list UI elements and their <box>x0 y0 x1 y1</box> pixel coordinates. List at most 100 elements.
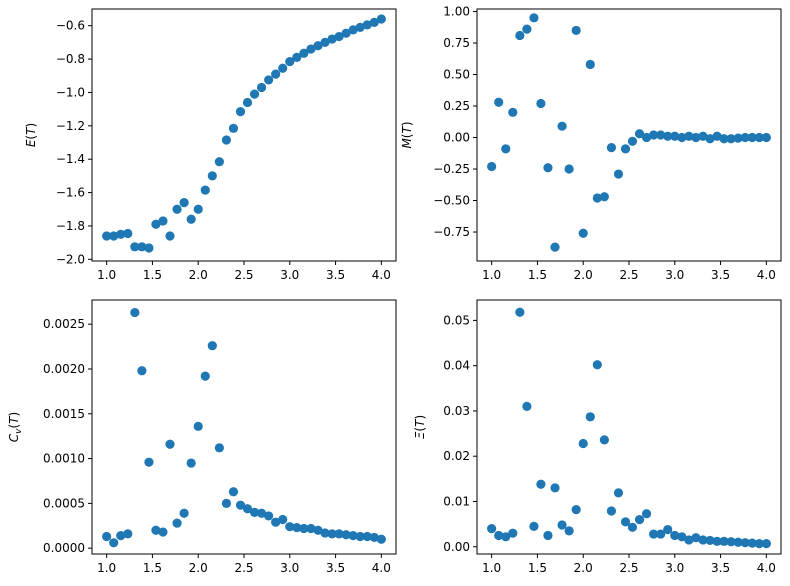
data-point <box>571 505 581 515</box>
data-point <box>313 525 323 535</box>
data-point <box>705 535 715 546</box>
data-point <box>670 131 680 141</box>
data-point <box>256 508 267 518</box>
data-point <box>348 531 358 541</box>
data-point <box>221 498 232 508</box>
data-point <box>522 24 532 34</box>
data-point <box>348 25 358 35</box>
y-axis-label: M(T) <box>400 121 414 148</box>
data-point <box>207 341 217 351</box>
x-tick-label: 1.0 <box>97 268 116 282</box>
y-tick-label: −1.8 <box>56 219 85 233</box>
data-point <box>501 144 511 154</box>
x-tick-label: 2.0 <box>189 268 208 282</box>
x-tick-label: 3.5 <box>326 561 345 575</box>
data-point <box>754 132 764 143</box>
data-point <box>571 25 581 36</box>
y-tick-label: −1.0 <box>56 85 85 99</box>
data-point <box>564 526 574 536</box>
y-axis-label: E(T) <box>24 123 38 147</box>
data-point <box>179 197 189 208</box>
y-tick-label: 0.0010 <box>43 452 85 466</box>
data-point <box>747 132 757 143</box>
data-point <box>620 144 631 154</box>
data-point <box>515 307 525 317</box>
data-point <box>501 532 511 542</box>
data-point <box>207 171 217 181</box>
data-point <box>264 511 274 521</box>
data-point <box>102 531 112 542</box>
data-point <box>536 98 546 109</box>
y-tick-label: 0.00 <box>443 540 470 554</box>
y-tick-label: 0.25 <box>443 99 470 113</box>
data-point <box>585 59 595 70</box>
x-tick-label: 2.5 <box>619 561 638 575</box>
y-tick-label: −0.8 <box>56 52 85 66</box>
data-point <box>550 483 560 493</box>
x-tick-label: 2.0 <box>189 561 208 575</box>
data-point <box>130 242 140 252</box>
y-tick-label: 0.0020 <box>43 362 85 376</box>
y-tick-label: −1.4 <box>56 152 85 166</box>
data-point <box>214 157 224 167</box>
x-tick-label: 3.0 <box>280 268 299 282</box>
data-point <box>292 522 302 533</box>
data-point <box>691 132 701 143</box>
data-point <box>341 530 351 540</box>
y-tick-label: 0.75 <box>443 36 470 50</box>
data-point <box>109 538 119 548</box>
y-tick-label: −1.6 <box>56 186 85 200</box>
data-point <box>705 134 715 144</box>
data-point <box>740 538 750 548</box>
data-point <box>186 214 196 224</box>
data-point <box>376 534 386 544</box>
data-point <box>712 131 722 141</box>
data-point <box>585 412 595 422</box>
data-point <box>144 457 154 467</box>
data-point <box>613 488 624 498</box>
data-point <box>214 443 224 453</box>
data-point <box>228 123 239 133</box>
data-point <box>355 531 365 542</box>
y-tick-label: −0.50 <box>433 194 470 208</box>
data-point <box>320 528 330 538</box>
data-point <box>186 458 196 468</box>
data-point <box>578 228 588 238</box>
data-point <box>278 514 288 525</box>
data-point <box>130 307 140 318</box>
data-point <box>341 28 351 38</box>
y-tick-label: −0.75 <box>433 225 470 239</box>
data-point <box>306 44 316 54</box>
data-point <box>656 130 666 140</box>
data-point <box>137 366 147 376</box>
x-tick-label: 4.0 <box>372 268 391 282</box>
panel-3: 1.0 1.5 2.0 2.5 3.0 3.5 4.0 0.0000 0.0005 0.0010 0… <box>7 299 397 575</box>
data-point <box>487 161 497 172</box>
y-tick-label: 0.50 <box>443 68 470 82</box>
data-point <box>249 89 260 99</box>
data-point <box>677 132 687 143</box>
data-point <box>200 371 210 381</box>
data-point <box>761 538 771 549</box>
data-point <box>306 523 316 534</box>
y-axis-label: Ξ(T) <box>413 415 427 439</box>
data-point <box>698 535 708 545</box>
data-point <box>599 435 609 445</box>
data-point <box>102 231 112 241</box>
x-tick-label: 3.0 <box>665 268 684 282</box>
y-tick-label: 0.03 <box>443 404 470 418</box>
data-point <box>292 52 302 63</box>
data-point <box>712 536 722 546</box>
data-point <box>515 30 525 41</box>
data-point <box>754 538 764 549</box>
data-point <box>733 537 743 547</box>
data-point <box>620 517 631 527</box>
x-tick-label: 1.0 <box>97 561 116 575</box>
data-point <box>123 228 133 239</box>
axes-frame <box>91 8 397 262</box>
data-point <box>228 487 239 497</box>
y-tick-label: 1.00 <box>443 5 470 19</box>
x-tick-label: 3.5 <box>326 268 345 282</box>
data-point <box>641 132 652 143</box>
data-point <box>543 530 553 541</box>
